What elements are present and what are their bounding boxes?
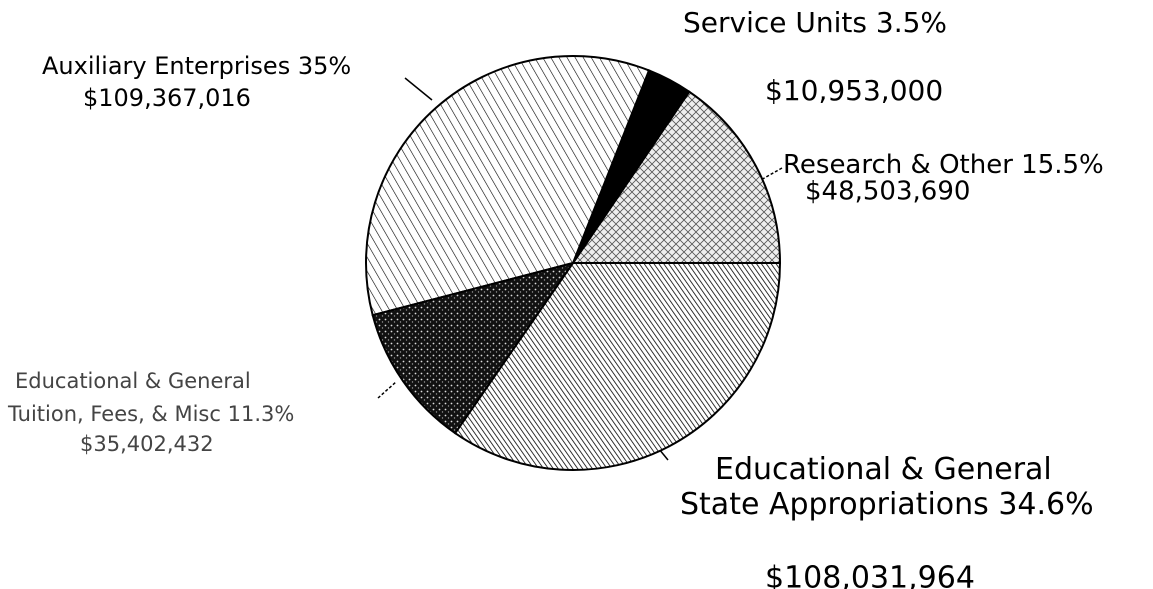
pie-slice — [365, 55, 651, 317]
value-label: 35% — [298, 52, 351, 80]
pie-slice — [571, 90, 782, 264]
slice-label: Auxiliary Enterprises 35% — [42, 52, 351, 80]
category-label: Educational & General — [15, 369, 251, 393]
slice-label: Tuition, Fees, & Misc 11.3% — [7, 402, 294, 426]
amount-label: $48,503,690 — [805, 177, 970, 207]
amount-label: $35,402,432 — [80, 432, 214, 456]
category-label: State Appropriations — [680, 487, 989, 522]
amount-label: $109,367,016 — [83, 84, 251, 112]
value-label: 34.6% — [998, 487, 1093, 522]
amount-label: $108,031,964 — [765, 561, 975, 589]
pie-slice — [453, 262, 782, 471]
category-label: Research & Other — [783, 150, 1013, 180]
leader-line — [404, 77, 433, 101]
slice-label: Service Units 3.5% — [683, 6, 947, 39]
category-label: Auxiliary Enterprises — [42, 52, 290, 80]
value-label: 11.3% — [228, 402, 295, 426]
value-label: 15.5% — [1021, 150, 1104, 180]
leader-line — [751, 167, 783, 186]
slice-label: Educational & General — [15, 369, 251, 393]
slice-label: Educational & General — [715, 452, 1052, 487]
amount-label: $10,953,000 — [765, 74, 943, 107]
value-label: 3.5% — [876, 6, 947, 39]
pie-slice — [371, 261, 576, 435]
leader-line — [377, 381, 397, 399]
category-label: Educational & General — [715, 452, 1052, 487]
slice-label: State Appropriations 34.6% — [680, 487, 1094, 522]
slice-label: Research & Other 15.5% — [783, 150, 1104, 180]
category-label: Tuition, Fees, & Misc — [7, 402, 221, 426]
category-label: Service Units — [683, 6, 867, 39]
